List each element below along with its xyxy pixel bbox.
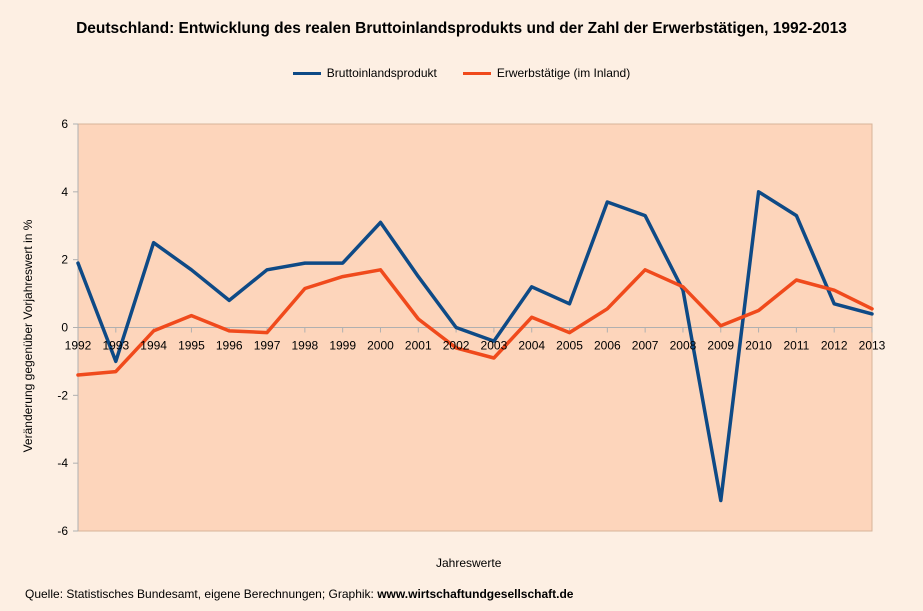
- y-tick-label: -2: [57, 388, 68, 402]
- data-point: [77, 373, 80, 376]
- x-tick-label: 1994: [140, 339, 167, 353]
- data-point: [303, 262, 306, 265]
- source-note: Quelle: Statistisches Bundesamt, eigene …: [25, 587, 573, 601]
- x-tick-label: 2003: [481, 339, 508, 353]
- x-tick-label: 1993: [102, 339, 129, 353]
- data-point: [77, 262, 80, 265]
- y-tick-label: 6: [61, 117, 68, 131]
- data-point: [644, 214, 647, 217]
- data-point: [379, 268, 382, 271]
- series-line-bruttoinlandsprodukt: [76, 190, 874, 503]
- data-point: [190, 314, 193, 317]
- y-tick-label: -6: [57, 524, 68, 538]
- data-point: [341, 275, 344, 278]
- data-point: [341, 262, 344, 265]
- data-point: [606, 201, 609, 204]
- legend-swatch-bip: [292, 71, 321, 75]
- data-point: [114, 370, 117, 373]
- x-tick-label: 2013: [859, 339, 886, 353]
- x-tick-label: 2004: [518, 339, 545, 353]
- x-tick-label: 2006: [594, 339, 621, 353]
- data-point: [266, 331, 269, 334]
- legend-label-bip: Bruttoinlandsprodukt: [326, 66, 437, 80]
- data-point: [871, 312, 874, 315]
- y-axis-label: Veränderung gegenüber Vorjahreswert in %: [21, 219, 35, 453]
- x-tick-label: 1996: [216, 339, 243, 353]
- data-point: [152, 329, 155, 332]
- source-text: Quelle: Statistisches Bundesamt, eigene …: [25, 587, 378, 601]
- x-tick-label: 2005: [556, 339, 583, 353]
- data-point: [530, 316, 533, 319]
- data-point: [379, 221, 382, 224]
- data-point: [152, 241, 155, 244]
- source-site: www.wirtschaftundgesellschaft.de: [377, 587, 574, 601]
- x-tick-label: 2002: [443, 339, 470, 353]
- y-tick-label: 2: [61, 253, 68, 267]
- data-point: [606, 307, 609, 310]
- x-tick-label: 2011: [783, 339, 809, 353]
- x-tick-label: 2012: [821, 339, 848, 353]
- data-point: [190, 268, 193, 271]
- data-point: [568, 302, 571, 305]
- x-axis-label: Jahreswerte: [436, 556, 502, 570]
- data-point: [114, 360, 117, 363]
- data-point: [871, 307, 874, 310]
- data-point: [228, 299, 231, 302]
- series-line-erwerbstaetige: [76, 268, 874, 377]
- data-point: [417, 318, 420, 321]
- data-point: [228, 329, 231, 332]
- data-point: [530, 285, 533, 288]
- legend-swatch-erwerbstaetige: [462, 71, 491, 75]
- data-point: [795, 279, 798, 282]
- x-tick-label: 1995: [178, 339, 205, 353]
- y-tick-label: 0: [61, 321, 68, 335]
- x-tick-label: 1998: [292, 339, 319, 353]
- x-tick-label: 1997: [254, 339, 281, 353]
- data-point: [492, 357, 495, 360]
- data-point: [833, 289, 836, 292]
- legend-label-erwerbstaetige: Erwerbstätige (im Inland): [496, 66, 631, 80]
- data-point: [568, 331, 571, 334]
- data-point: [417, 275, 420, 278]
- data-point: [719, 324, 722, 327]
- x-tick-label: 2010: [745, 339, 772, 353]
- data-point: [644, 268, 647, 271]
- data-point: [303, 287, 306, 290]
- data-point: [757, 190, 760, 193]
- x-tick-label: 2009: [707, 339, 734, 353]
- chart-legend: Bruttoinlandsprodukt Erwerbstätige (im I…: [0, 66, 923, 80]
- y-tick-label: -4: [57, 456, 68, 470]
- x-tick-label: 2000: [367, 339, 394, 353]
- x-tick-label: 2001: [405, 339, 432, 353]
- legend-item-bip: Bruttoinlandsprodukt: [292, 66, 437, 80]
- y-tick-label: 4: [61, 185, 68, 199]
- data-point: [681, 285, 684, 288]
- data-point: [455, 326, 458, 329]
- x-tick-label: 2007: [632, 339, 659, 353]
- x-tick-label: 2008: [670, 339, 697, 353]
- data-point: [795, 214, 798, 217]
- x-tick-label: 1999: [329, 339, 356, 353]
- data-point: [833, 302, 836, 305]
- legend-item-erwerbstaetige: Erwerbstätige (im Inland): [462, 66, 631, 80]
- data-point: [757, 309, 760, 312]
- data-point: [719, 499, 722, 502]
- x-tick-label: 1992: [65, 339, 92, 353]
- data-point: [266, 268, 269, 271]
- chart-title: Deutschland: Entwicklung des realen Brut…: [76, 20, 847, 37]
